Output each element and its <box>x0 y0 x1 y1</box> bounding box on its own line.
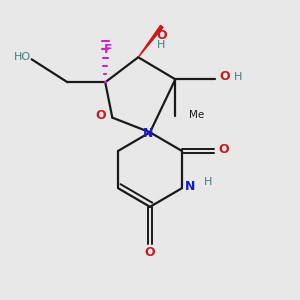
Text: O: O <box>219 143 229 157</box>
Text: O: O <box>96 109 106 122</box>
Text: H: H <box>157 40 165 50</box>
Text: O: O <box>145 246 155 259</box>
Polygon shape <box>138 26 163 57</box>
Text: O: O <box>220 70 230 83</box>
Text: N: N <box>143 127 154 140</box>
Text: HO: HO <box>14 52 32 62</box>
Text: O: O <box>156 29 166 42</box>
Text: Me: Me <box>189 110 204 120</box>
Text: N: N <box>185 180 195 193</box>
Text: F: F <box>104 44 112 56</box>
Text: H: H <box>204 177 212 188</box>
Text: H: H <box>234 72 242 82</box>
